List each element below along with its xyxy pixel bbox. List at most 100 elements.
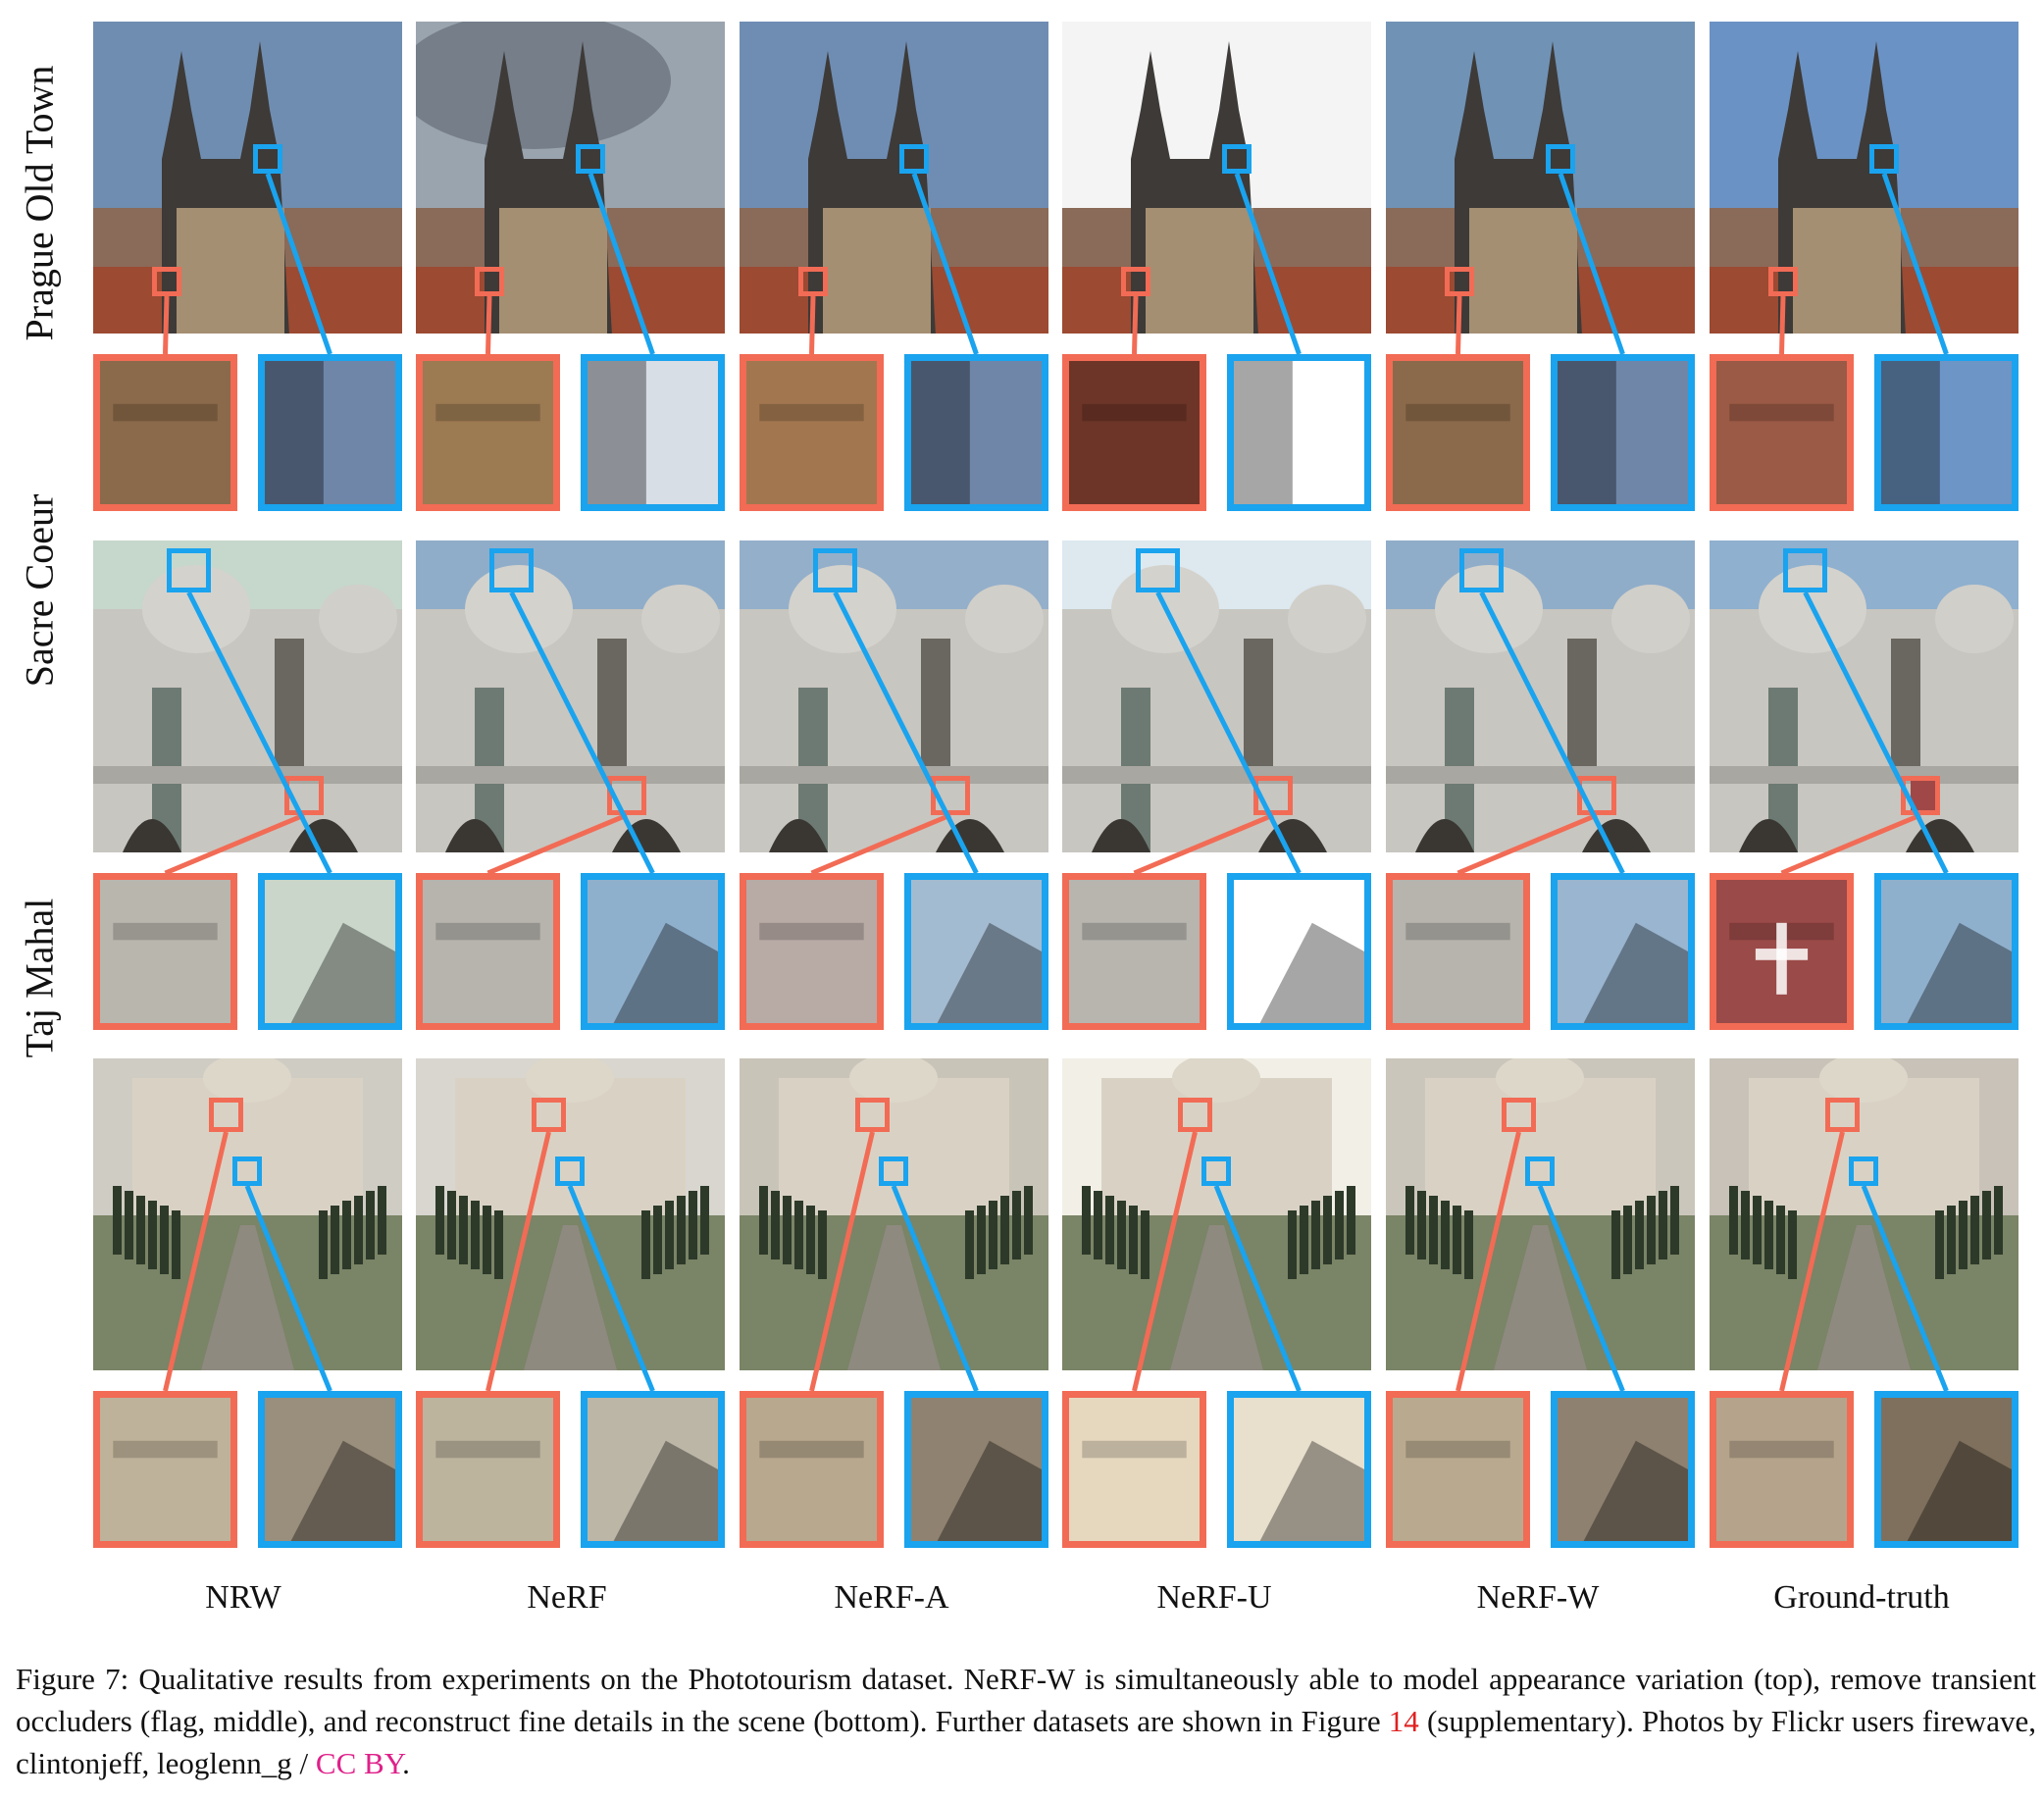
red-inset-crop-prague-nerf-u: [1062, 354, 1206, 511]
blue-zoom-box: [232, 1156, 262, 1186]
red-inset-crop-sacre-nerf-u: [1062, 873, 1206, 1030]
image-sacre-ground-truth: [1710, 540, 2018, 852]
caption-text: Figure 7: Qualitative results from exper…: [16, 1662, 2036, 1738]
red-zoom-box: [1502, 1098, 1536, 1132]
red-inset-crop-prague-ground-truth: [1710, 354, 1854, 511]
blue-inset-crop-prague-nerf-w: [1551, 354, 1695, 511]
blue-zoom-box: [1136, 548, 1180, 592]
image-prague-nrw: [93, 22, 402, 334]
blue-zoom-box: [1201, 1156, 1231, 1186]
red-inset-crop-taj-nerf-w: [1386, 1391, 1530, 1548]
red-zoom-box: [931, 776, 970, 815]
red-inset-crop-taj-ground-truth: [1710, 1391, 1854, 1548]
blue-zoom-box: [813, 548, 857, 592]
blue-inset-crop-taj-nerf-u: [1227, 1391, 1371, 1548]
blue-zoom-box: [576, 144, 605, 174]
column-label-nerf: NeRF: [527, 1579, 607, 1616]
red-zoom-box: [855, 1098, 890, 1132]
blue-inset-crop-prague-nerf: [581, 354, 725, 511]
red-zoom-box: [798, 267, 828, 296]
blue-zoom-box: [1222, 144, 1252, 174]
caption-period: .: [402, 1746, 410, 1780]
blue-inset-crop-prague-nrw: [258, 354, 402, 511]
red-zoom-box: [1121, 267, 1150, 296]
figure-caption: Figure 7: Qualitative results from exper…: [16, 1658, 2036, 1784]
blue-inset-crop-prague-nerf-a: [904, 354, 1048, 511]
blue-inset-crop-sacre-nerf-a: [904, 873, 1048, 1030]
red-zoom-box: [1768, 267, 1798, 296]
row-label-taj-mahal: Taj Mahal: [17, 898, 62, 1058]
blue-zoom-box: [489, 548, 534, 592]
red-zoom-box: [152, 267, 181, 296]
red-inset-crop-sacre-nerf-w: [1386, 873, 1530, 1030]
red-inset-crop-sacre-nrw: [93, 873, 237, 1030]
image-prague-nerf-u: [1062, 22, 1371, 334]
image-taj-nerf-a: [740, 1058, 1048, 1370]
image-sacre-nerf-u: [1062, 540, 1371, 852]
image-taj-ground-truth: [1710, 1058, 2018, 1370]
red-zoom-box: [1445, 267, 1474, 296]
image-prague-nerf: [416, 22, 725, 334]
red-zoom-box: [209, 1098, 243, 1132]
blue-inset-crop-sacre-ground-truth: [1874, 873, 2018, 1030]
blue-inset-crop-prague-nerf-u: [1227, 354, 1371, 511]
blue-inset-crop-taj-nerf-w: [1551, 1391, 1695, 1548]
red-inset-crop-prague-nerf-w: [1386, 354, 1530, 511]
blue-inset-crop-taj-nrw: [258, 1391, 402, 1548]
blue-inset-crop-prague-ground-truth: [1874, 354, 2018, 511]
red-zoom-box: [1577, 776, 1616, 815]
image-prague-nerf-w: [1386, 22, 1695, 334]
blue-zoom-box: [1525, 1156, 1555, 1186]
image-prague-nerf-a: [740, 22, 1048, 334]
image-sacre-nerf-a: [740, 540, 1048, 852]
blue-inset-crop-sacre-nerf-w: [1551, 873, 1695, 1030]
red-zoom-box: [1253, 776, 1293, 815]
red-zoom-box: [1178, 1098, 1212, 1132]
red-inset-crop-prague-nrw: [93, 354, 237, 511]
blue-zoom-box: [253, 144, 282, 174]
column-label-nerf-w: NeRF-W: [1476, 1579, 1600, 1616]
red-zoom-box: [475, 267, 504, 296]
red-inset-crop-sacre-nerf: [416, 873, 560, 1030]
image-sacre-nerf-w: [1386, 540, 1695, 852]
blue-inset-crop-taj-ground-truth: [1874, 1391, 2018, 1548]
row-label-prague: Prague Old Town: [17, 65, 62, 341]
blue-zoom-box: [555, 1156, 585, 1186]
figure-14-link[interactable]: 14: [1388, 1704, 1419, 1738]
cc-by-license-link[interactable]: CC BY: [315, 1746, 403, 1780]
red-zoom-box: [1901, 776, 1940, 815]
blue-zoom-box: [899, 144, 929, 174]
blue-inset-crop-taj-nerf: [581, 1391, 725, 1548]
blue-zoom-box: [167, 548, 211, 592]
column-label-nerf-a: NeRF-A: [834, 1579, 949, 1616]
blue-inset-crop-sacre-nrw: [258, 873, 402, 1030]
blue-zoom-box: [1869, 144, 1899, 174]
red-zoom-box: [1825, 1098, 1860, 1132]
red-inset-crop-sacre-nerf-a: [740, 873, 884, 1030]
red-zoom-box: [607, 776, 646, 815]
image-taj-nerf: [416, 1058, 725, 1370]
image-prague-ground-truth: [1710, 22, 2018, 334]
image-sacre-nerf: [416, 540, 725, 852]
caption-text-continued: (supplementary). Photos by Flickr users …: [16, 1704, 2036, 1780]
red-zoom-box: [284, 776, 324, 815]
red-inset-crop-taj-nerf-a: [740, 1391, 884, 1548]
red-inset-crop-prague-nerf-a: [740, 354, 884, 511]
blue-zoom-box: [1849, 1156, 1878, 1186]
red-inset-crop-prague-nerf: [416, 354, 560, 511]
image-taj-nrw: [93, 1058, 402, 1370]
column-label-nerf-u: NeRF-U: [1156, 1579, 1272, 1616]
red-zoom-box: [532, 1098, 566, 1132]
blue-zoom-box: [1546, 144, 1575, 174]
column-label-ground-truth: Ground-truth: [1773, 1579, 1950, 1616]
image-taj-nerf-u: [1062, 1058, 1371, 1370]
row-label-sacre-coeur: Sacre Coeur: [17, 493, 62, 688]
red-inset-crop-taj-nerf-u: [1062, 1391, 1206, 1548]
column-label-nrw: NRW: [205, 1579, 281, 1616]
blue-inset-crop-taj-nerf-a: [904, 1391, 1048, 1548]
blue-zoom-box: [879, 1156, 908, 1186]
blue-zoom-box: [1459, 548, 1504, 592]
blue-inset-crop-sacre-nerf: [581, 873, 725, 1030]
red-inset-crop-taj-nrw: [93, 1391, 237, 1548]
